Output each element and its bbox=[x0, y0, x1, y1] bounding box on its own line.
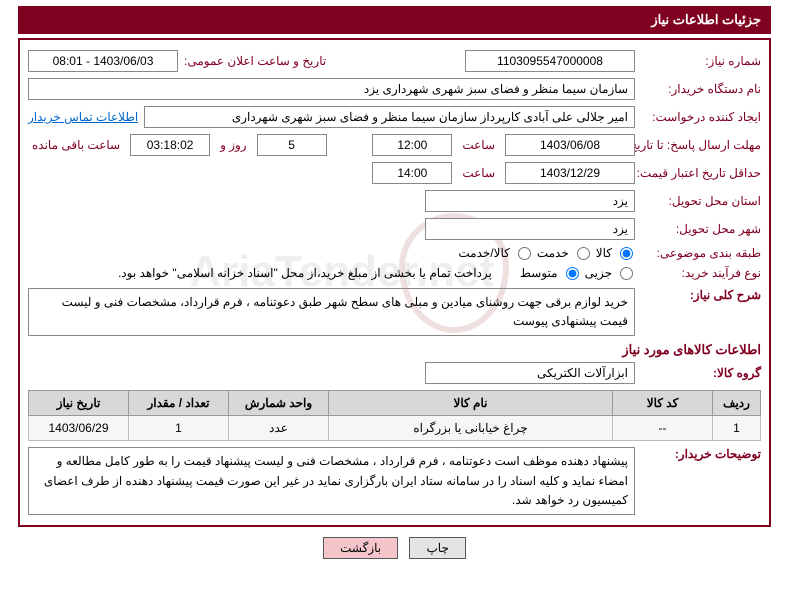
hour-label-1: ساعت bbox=[462, 138, 495, 152]
subject-service-lbl: خدمت bbox=[537, 246, 569, 260]
form-frame: AriaTender.net شماره نیاز: 1103095547000… bbox=[18, 38, 771, 527]
process-small-lbl: جزیی bbox=[585, 266, 612, 280]
process-type-label: نوع فرآیند خرید: bbox=[641, 266, 761, 280]
cell-name: چراغ خیابانی یا بزرگراه bbox=[329, 416, 613, 441]
page-title: جزئیات اطلاعات نیاز bbox=[18, 6, 771, 34]
goods-table: ردیف کد کالا نام کالا واحد شمارش تعداد /… bbox=[28, 390, 761, 441]
city-label: شهر محل تحویل: bbox=[641, 222, 761, 236]
cell-unit: عدد bbox=[229, 416, 329, 441]
province-field: یزد bbox=[425, 190, 635, 212]
province-label: استان محل تحویل: bbox=[641, 194, 761, 208]
deadline-time-field: 12:00 bbox=[372, 134, 452, 156]
th-row: ردیف bbox=[713, 391, 761, 416]
validity-date-field: 1403/12/29 bbox=[505, 162, 635, 184]
hours-left-field: 03:18:02 bbox=[130, 134, 210, 156]
th-qty: تعداد / مقدار bbox=[129, 391, 229, 416]
validity-label: حداقل تاریخ اعتبار قیمت: تا تاریخ: bbox=[641, 166, 761, 180]
process-medium-lbl: متوسط bbox=[520, 266, 558, 280]
days-left-field: 5 bbox=[257, 134, 327, 156]
general-desc-label: شرح کلی نیاز: bbox=[641, 288, 761, 302]
process-small-radio[interactable] bbox=[620, 267, 633, 280]
back-button[interactable]: بازگشت bbox=[323, 537, 398, 559]
cell-row: 1 bbox=[713, 416, 761, 441]
deadline-label: مهلت ارسال پاسخ: تا تاریخ: bbox=[641, 138, 761, 152]
subject-class-label: طبقه بندی موضوعی: bbox=[641, 246, 761, 260]
buyer-name-label: نام دستگاه خریدار: bbox=[641, 82, 761, 96]
goods-group-label: گروه کالا: bbox=[641, 366, 761, 380]
goods-info-title: اطلاعات کالاهای مورد نیاز bbox=[28, 342, 761, 358]
city-field: یزد bbox=[425, 218, 635, 240]
th-name: نام کالا bbox=[329, 391, 613, 416]
hour-label-2: ساعت bbox=[462, 166, 495, 180]
th-unit: واحد شمارش bbox=[229, 391, 329, 416]
subject-goods-radio[interactable] bbox=[620, 247, 633, 260]
cell-date: 1403/06/29 bbox=[29, 416, 129, 441]
subject-both-radio[interactable] bbox=[518, 247, 531, 260]
buyer-contact-link[interactable]: اطلاعات تماس خریدار bbox=[28, 110, 138, 124]
creator-field: امیر جلالی علی آبادی کارپرداز سازمان سیم… bbox=[144, 106, 635, 128]
subject-goods-lbl: کالا bbox=[596, 246, 612, 260]
buyer-notes-box: پیشنهاد دهنده موظف است دعوتنامه ، فرم قر… bbox=[28, 447, 635, 515]
buyer-notes-label: توضیحات خریدار: bbox=[641, 447, 761, 461]
print-button[interactable]: چاپ bbox=[409, 537, 465, 559]
cell-qty: 1 bbox=[129, 416, 229, 441]
subject-both-lbl: کالا/خدمت bbox=[458, 246, 509, 260]
cell-code: -- bbox=[613, 416, 713, 441]
need-no-label: شماره نیاز: bbox=[641, 54, 761, 68]
process-medium-radio[interactable] bbox=[566, 267, 579, 280]
announce-dt-field: 1403/06/03 - 08:01 bbox=[28, 50, 178, 72]
validity-time-field: 14:00 bbox=[372, 162, 452, 184]
announce-dt-label: تاریخ و ساعت اعلان عمومی: bbox=[184, 54, 326, 68]
th-date: تاریخ نیاز bbox=[29, 391, 129, 416]
days-and-label: روز و bbox=[220, 138, 247, 152]
creator-label: ایجاد کننده درخواست: bbox=[641, 110, 761, 124]
payment-note: پرداخت تمام یا بخشی از مبلغ خرید،از محل … bbox=[118, 266, 492, 280]
table-row: 1 -- چراغ خیابانی یا بزرگراه عدد 1 1403/… bbox=[29, 416, 761, 441]
buyer-name-field: سازمان سیما منظر و فضای سبز شهری شهرداری… bbox=[28, 78, 635, 100]
th-code: کد کالا bbox=[613, 391, 713, 416]
goods-group-field: ابزارآلات الکتریکی bbox=[425, 362, 635, 384]
table-header-row: ردیف کد کالا نام کالا واحد شمارش تعداد /… bbox=[29, 391, 761, 416]
remaining-label: ساعت باقی مانده bbox=[32, 138, 120, 152]
subject-service-radio[interactable] bbox=[577, 247, 590, 260]
deadline-date-field: 1403/06/08 bbox=[505, 134, 635, 156]
general-desc-box: خرید لوازم برقی جهت روشنای میادین و مبلی… bbox=[28, 288, 635, 336]
need-no-field: 1103095547000008 bbox=[465, 50, 635, 72]
